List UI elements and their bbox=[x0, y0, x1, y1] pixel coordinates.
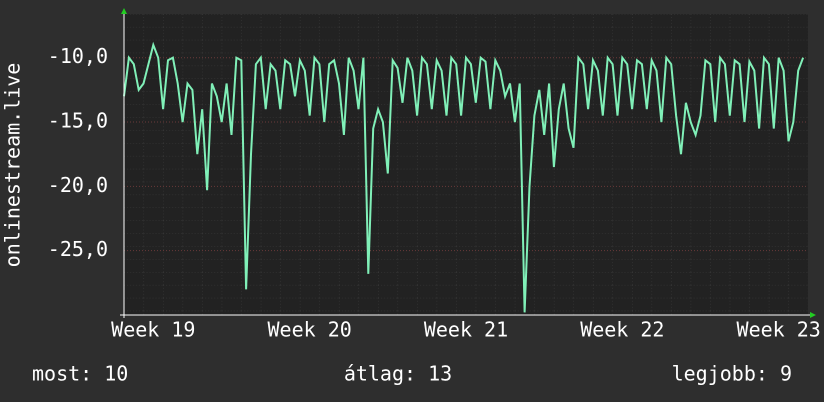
x-tick-label: Week 23 bbox=[737, 318, 821, 342]
footer-stat: legjobb: 9 bbox=[672, 362, 792, 386]
x-tick-label: Week 20 bbox=[268, 318, 352, 342]
series-line bbox=[123, 41, 805, 313]
y-tick-label: -10,0 bbox=[48, 44, 108, 68]
x-tick-label: Week 19 bbox=[111, 318, 195, 342]
footer-stat: most: 10 bbox=[32, 362, 128, 386]
axis-arrow bbox=[810, 312, 816, 318]
x-tick-label: Week 21 bbox=[424, 318, 508, 342]
axis-arrow bbox=[121, 8, 127, 14]
x-tick-label: Week 22 bbox=[580, 318, 664, 342]
y-tick-label: -15,0 bbox=[48, 109, 108, 133]
y-tick-label: -20,0 bbox=[48, 173, 108, 197]
y-axis-label: onlinestream.live bbox=[1, 63, 25, 268]
footer-stat: átlag: 13 bbox=[344, 362, 452, 386]
y-tick-label: -25,0 bbox=[48, 237, 108, 261]
